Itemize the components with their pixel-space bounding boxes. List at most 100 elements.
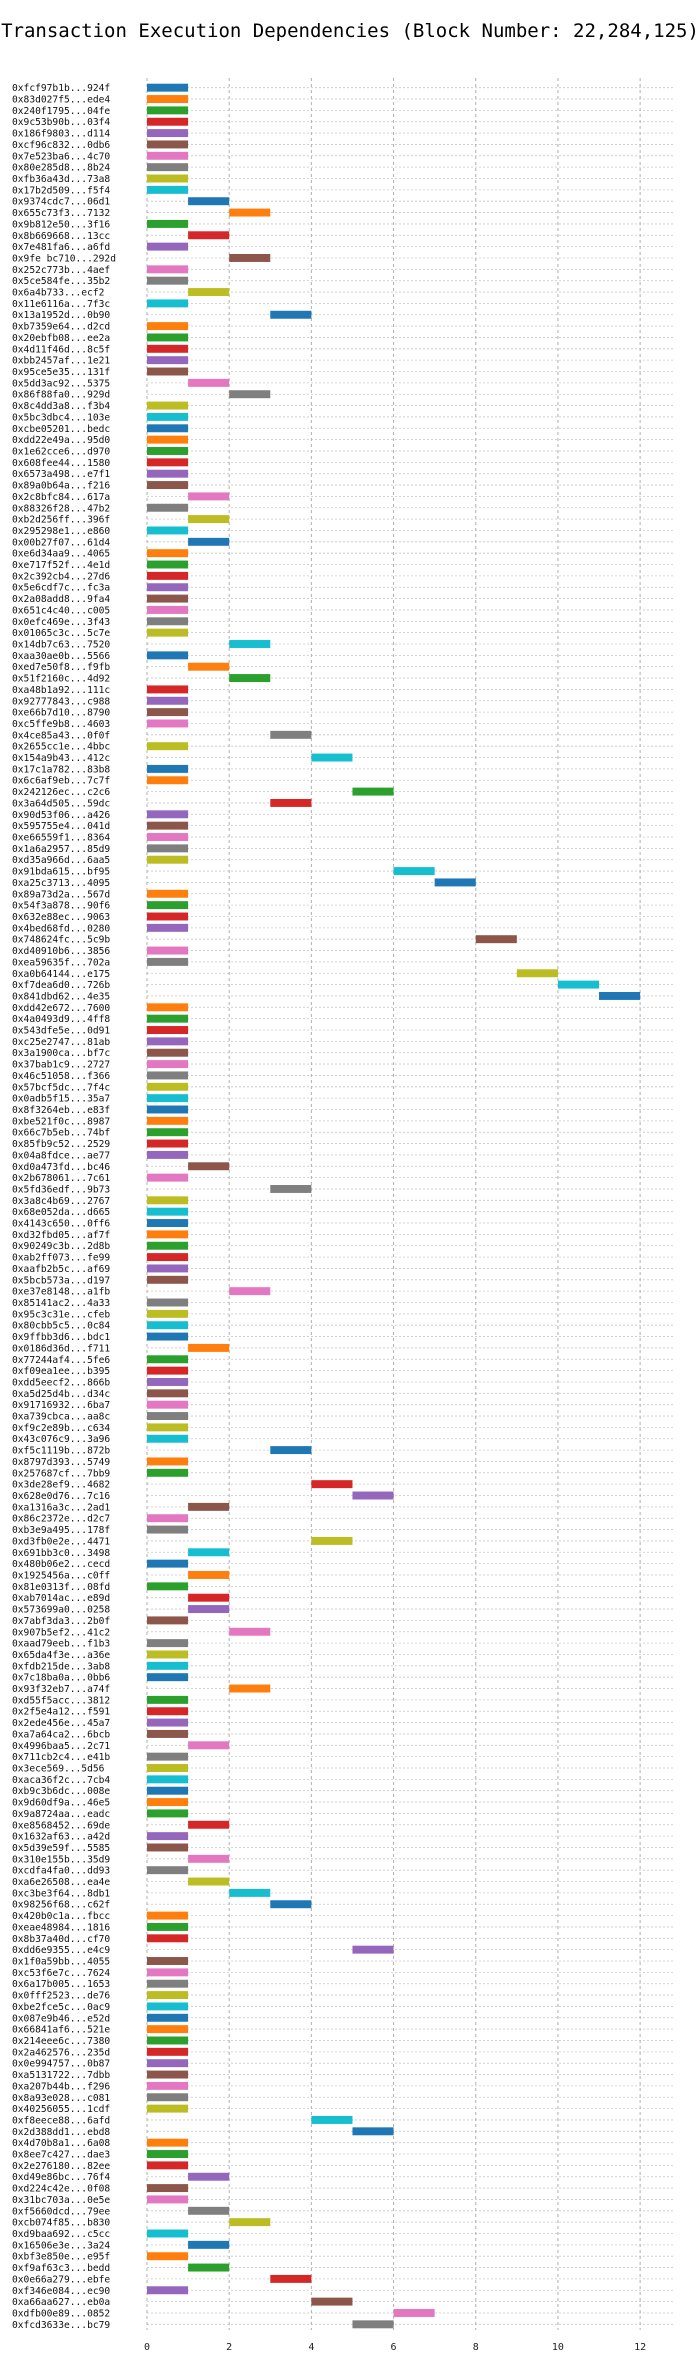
tx-label: 0x2c392cb4...27d6 — [12, 571, 110, 582]
tx-bar — [352, 1491, 394, 1500]
tx-bar — [147, 1514, 189, 1523]
tx-label: 0xcdfa4fa0...dd93 — [12, 1866, 110, 1877]
tx-label: 0x88326f28...47b2 — [12, 503, 110, 514]
tx-bar — [147, 708, 189, 717]
tx-bar — [188, 1741, 230, 1750]
tx-label: 0x86f88fa0...929d — [12, 390, 110, 401]
tx-label: 0x691bb3c0...3498 — [12, 1548, 110, 1559]
tx-label: 0x9c53b90b...03f4 — [12, 117, 110, 128]
tx-label: 0xa207b44b...f296 — [12, 2081, 110, 2092]
tx-label: 0x154a9b43...412c — [12, 753, 110, 764]
tx-label: 0x1f0a59bb...4055 — [12, 1957, 110, 1968]
tx-label: 0xa5131722...7dbb — [12, 2070, 110, 2081]
tx-label: 0xfcf97b1b...924f — [12, 83, 110, 94]
tx-bar — [147, 696, 189, 705]
tx-label: 0xaca36f2c...7cb4 — [12, 1775, 110, 1786]
tx-bar — [147, 2002, 189, 2011]
tx-bar — [147, 299, 189, 308]
tx-bar — [311, 2297, 353, 2306]
tx-label: 0xbb2457af...1e21 — [12, 356, 110, 367]
tx-label: 0x5e6cdf7c...fc3a — [12, 583, 110, 594]
tx-bar — [147, 1457, 189, 1466]
tx-bar — [188, 1343, 230, 1352]
tx-label: 0x9a8724aa...eadc — [12, 1809, 110, 1820]
tx-bar — [147, 2025, 189, 2034]
tx-bar — [147, 2195, 189, 2204]
tx-label: 0x3ece569...5d56 — [12, 1764, 105, 1775]
tx-bar — [147, 1173, 189, 1182]
tx-label: 0x8b37a40d...cf70 — [12, 1934, 110, 1945]
tx-label: 0x8ee7c427...dae3 — [12, 2150, 110, 2161]
tx-bar — [147, 1673, 189, 1682]
tx-label: 0x6573a498...e7f1 — [12, 469, 110, 480]
x-tick-label: 12 — [634, 2342, 646, 2353]
tx-bar — [311, 1536, 353, 1545]
tx-label: 0x4bed68fd...0280 — [12, 923, 110, 934]
tx-bar — [147, 2104, 189, 2113]
tx-bar — [147, 1253, 189, 1262]
tx-label: 0x17c1a782...83b8 — [12, 764, 110, 775]
tx-bar — [147, 447, 189, 455]
tx-label: 0x841dbd62...4e35 — [12, 991, 110, 1002]
tx-bar — [147, 1707, 189, 1716]
tx-label: 0xf09ea1ee...b395 — [12, 1366, 110, 1377]
tx-label: 0x20ebfb08...ee2a — [12, 333, 110, 344]
tx-bar — [434, 878, 476, 887]
tx-bar — [147, 571, 189, 580]
tx-bar — [147, 549, 189, 558]
tx-label: 0xcb074f85...b830 — [12, 2218, 110, 2229]
tx-bar — [188, 1605, 230, 1614]
tx-label: 0x9d60df9a...46e5 — [12, 1798, 110, 1809]
tx-label: 0xe66b7d10...8790 — [12, 708, 110, 719]
tx-label: 0x90d53f06...a426 — [12, 810, 110, 821]
tx-label: 0x46c51058...f366 — [12, 1071, 110, 1082]
tx-label: 0x4d11f46d...8c5f — [12, 344, 110, 355]
tx-bar — [147, 1026, 189, 1034]
tx-bar — [147, 833, 189, 841]
tx-label: 0xc25e2747...81ab — [12, 1037, 110, 1048]
tx-label: 0x628e0d76...7c16 — [12, 1491, 110, 1502]
tx-label: 0x89a0b64a...f216 — [12, 481, 110, 492]
tx-label: 0xd9baa692...c5cc — [12, 2229, 110, 2240]
tx-label: 0x86c2372e...d2c7 — [12, 1514, 110, 1525]
tx-label: 0x90249c3b...2d8b — [12, 1241, 110, 1252]
tx-label: 0x4143c650...0ff6 — [12, 1219, 110, 1230]
tx-bar — [188, 2263, 230, 2272]
tx-bar — [188, 515, 230, 524]
tx-label: 0x595755e4...041d — [12, 821, 110, 832]
tx-label: 0xd35a966d...6aa5 — [12, 855, 110, 866]
tx-label: 0xa1316a3c...2ad1 — [12, 1502, 110, 1513]
tx-label: 0x8a93e028...c081 — [12, 2093, 110, 2104]
tx-bar — [188, 492, 230, 501]
tx-bar — [147, 2161, 189, 2170]
tx-label: 0x85141ac2...4a33 — [12, 1298, 110, 1309]
tx-label: 0xeae48984...1816 — [12, 1922, 110, 1933]
tx-bar — [147, 129, 189, 138]
tx-bar — [188, 197, 230, 206]
tx-label: 0x4d70b8a1...6a08 — [12, 2138, 110, 2149]
tx-label: 0x04a8fdce...ae77 — [12, 1150, 110, 1161]
tx-bar — [147, 1866, 189, 1875]
tx-label: 0x92777843...c988 — [12, 696, 110, 707]
tx-bar — [147, 1991, 189, 2000]
tx-label: 0xfb36a43d...73a8 — [12, 174, 110, 185]
tx-label: 0x7e481fa6...a6fd — [12, 242, 110, 253]
tx-label: 0x2a08add8...9fa4 — [12, 594, 110, 605]
x-tick-label: 4 — [308, 2342, 314, 2353]
tx-bar — [147, 617, 189, 626]
tx-label: 0x5bcb573a...d197 — [12, 1275, 110, 1286]
tx-bar — [147, 2036, 189, 2045]
tx-bar — [352, 1945, 394, 1954]
tx-label: 0x31bc703a...0e5e — [12, 2195, 110, 2206]
tx-bar — [147, 2093, 189, 2102]
tx-bar — [147, 742, 189, 751]
tx-bar — [147, 1355, 189, 1364]
tx-bar — [229, 1627, 271, 1636]
tx-bar — [147, 1207, 189, 1216]
tx-label: 0x13a1952d...0b90 — [12, 310, 110, 321]
tx-label: 0xa7a64ca2...6bcb — [12, 1729, 110, 1740]
tx-label: 0x65da4f3e...a36e — [12, 1650, 110, 1661]
tx-label: 0xa66aa627...eb0a — [12, 2297, 110, 2308]
tx-bar — [147, 1082, 189, 1091]
tx-label: 0x2c8bfc84...617a — [12, 492, 110, 503]
